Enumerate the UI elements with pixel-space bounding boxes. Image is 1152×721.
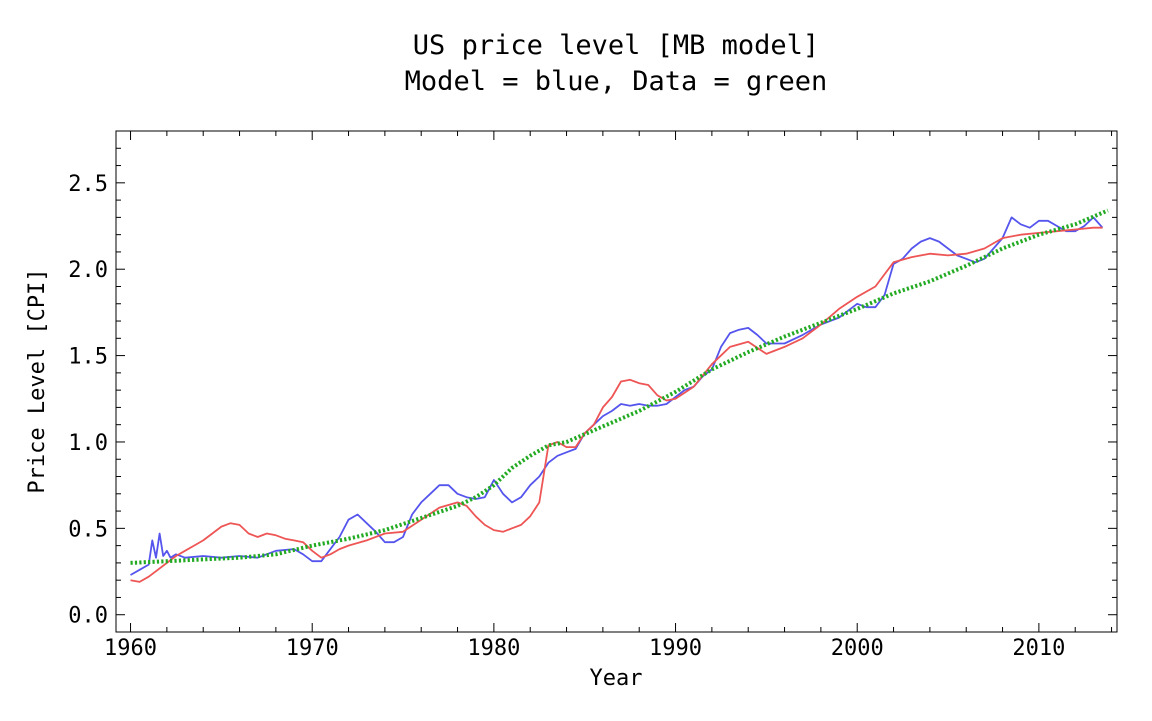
chart-title-line-2: Model = blue, Data = green (405, 66, 828, 97)
y-tick-label: 2.0 (68, 258, 108, 283)
plot-frame (115, 130, 1118, 633)
series-line-green-dotted (130, 208, 1109, 565)
x-tick-label: 1990 (649, 636, 702, 661)
axis-ticks: 1960 1970 1980 1990 2000 2010 0.0 0.5 1.0 1.5 2.0 2… (68, 131, 1117, 661)
x-tick-label: 1980 (467, 636, 520, 661)
chart-title-line-1: US price level [MB model] (413, 30, 819, 61)
y-tick-label: 0.5 (68, 517, 108, 542)
x-axis-label: Year (590, 666, 643, 691)
x-tick-label: 1970 (286, 636, 339, 661)
y-tick-label: 1.5 (68, 345, 108, 370)
y-tick-label: 2.5 (68, 172, 108, 197)
y-tick-label: 1.0 (68, 431, 108, 456)
series-line-red (130, 226, 1103, 583)
x-tick-label: 2000 (831, 636, 884, 661)
x-tick-label: 1960 (104, 636, 157, 661)
y-axis-label: Price Level [CPI] (25, 268, 50, 493)
series-line-blue (130, 216, 1104, 576)
y-tick-label: 0.0 (68, 604, 108, 629)
series-layer (130, 208, 1109, 583)
x-tick-label: 2010 (1012, 636, 1065, 661)
